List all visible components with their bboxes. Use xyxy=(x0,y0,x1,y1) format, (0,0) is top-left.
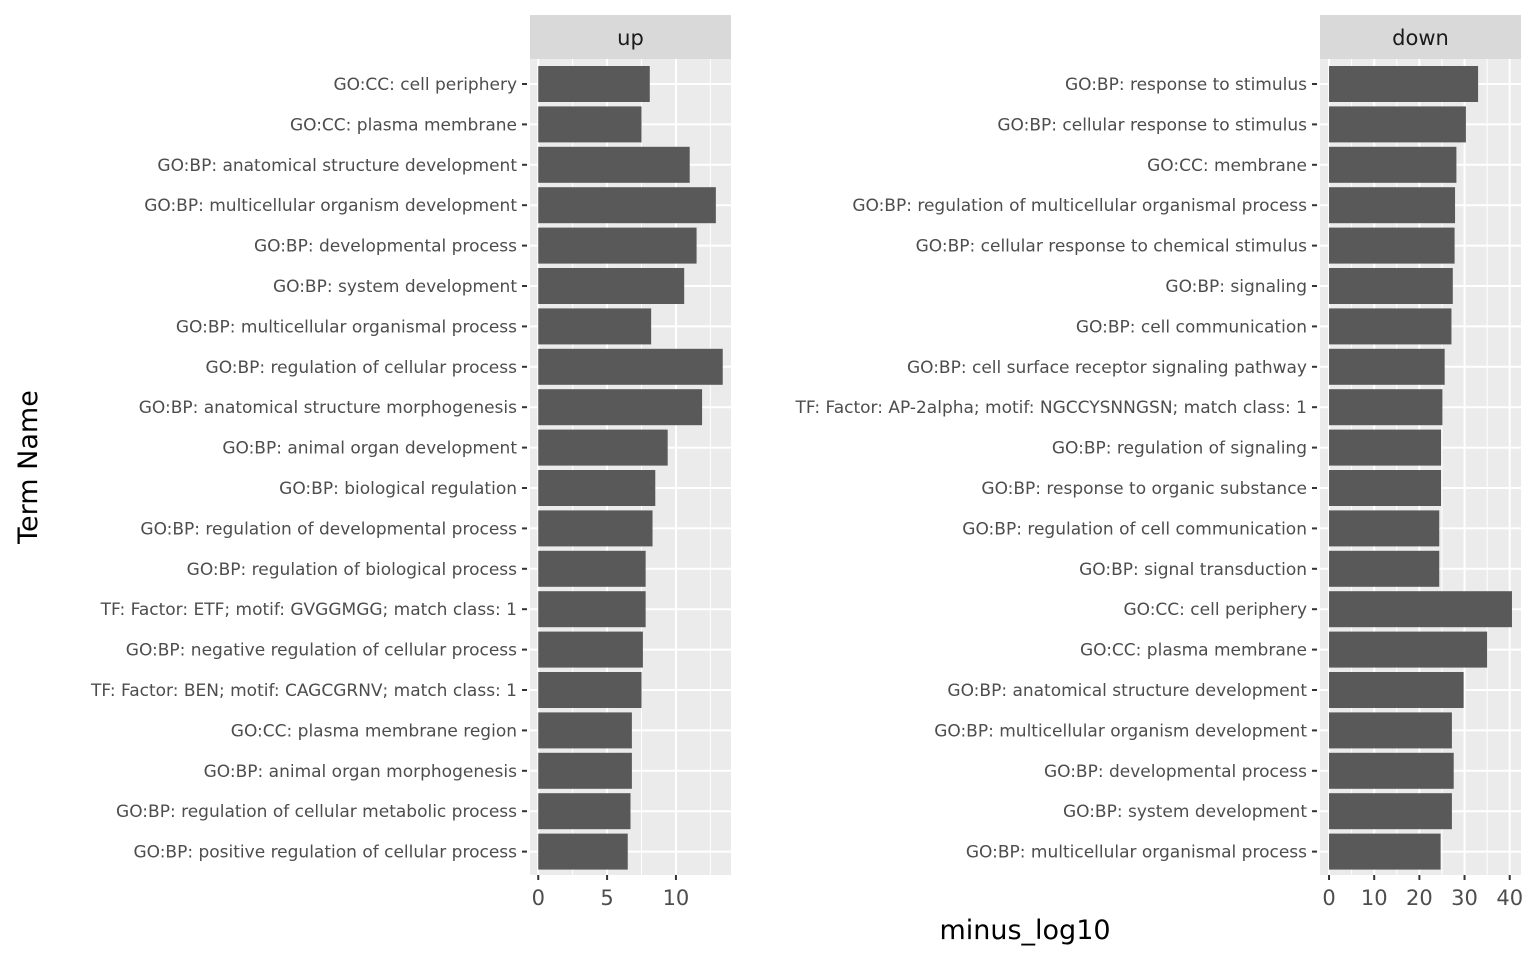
y-tick-label: GO:BP: regulation of multicellular organ… xyxy=(852,196,1307,216)
y-tick-label: GO:BP: cell communication xyxy=(1076,317,1307,337)
y-tick-label: TF: Factor: BEN; motif: CAGCGRNV; match … xyxy=(90,681,517,701)
facet-down: down GO:BP: response to stimulus GO:BP: ce… xyxy=(795,15,1523,910)
y-tick-label: GO:BP: biological regulation xyxy=(279,479,517,499)
facet-up: up GO:CC: cell periphery GO:CC: plasma mem… xyxy=(90,15,731,910)
y-tick-label: GO:BP: regulation of developmental proce… xyxy=(140,519,517,539)
bar xyxy=(1329,793,1452,830)
bar xyxy=(538,389,703,426)
y-tick-label: GO:BP: regulation of cellular metabolic … xyxy=(116,802,517,822)
bar xyxy=(1329,429,1442,466)
bar xyxy=(538,752,632,789)
y-tick-label: GO:BP: developmental process xyxy=(1044,762,1307,782)
y-tick-label: GO:BP: multicellular organismal process xyxy=(176,317,517,337)
bar xyxy=(538,268,685,304)
bar xyxy=(538,833,628,870)
bar xyxy=(1329,146,1457,183)
y-tick-label: GO:BP: animal organ morphogenesis xyxy=(204,762,518,782)
y-tick-label: GO:BP: regulation of cell communication xyxy=(962,519,1307,539)
bar xyxy=(538,550,646,587)
x-tick-label: 0 xyxy=(532,886,545,910)
bar xyxy=(538,146,690,183)
bar xyxy=(538,227,697,264)
x-tick-label: 10 xyxy=(663,886,690,910)
y-tick-label: GO:BP: response to stimulus xyxy=(1065,75,1307,95)
y-tick-label: GO:BP: animal organ development xyxy=(222,439,517,459)
bar xyxy=(1329,712,1452,749)
bar xyxy=(1329,348,1445,385)
y-tick-label: GO:BP: anatomical structure development xyxy=(947,681,1307,701)
y-tick-label: GO:BP: signal transduction xyxy=(1079,560,1307,580)
facet-strip-label: down xyxy=(1392,26,1449,50)
bar xyxy=(1329,672,1464,708)
x-tick-label: 5 xyxy=(600,886,613,910)
y-tick-label: GO:BP: multicellular organism developmen… xyxy=(934,721,1307,741)
bar xyxy=(1329,106,1466,143)
facet-strip xyxy=(530,15,731,59)
y-tick-label: GO:BP: system development xyxy=(273,277,517,297)
bar xyxy=(538,470,656,506)
y-tick-label: TF: Factor: ETF; motif: GVGGMGG; match c… xyxy=(100,600,517,620)
bar xyxy=(538,106,642,143)
bar xyxy=(1329,470,1442,506)
y-tick-label: GO:BP: anatomical structure development xyxy=(157,156,517,176)
x-tick-label: 30 xyxy=(1451,886,1478,910)
bar xyxy=(1329,227,1455,264)
bar xyxy=(538,672,642,708)
bar xyxy=(538,308,652,345)
y-tick-label: GO:BP: developmental process xyxy=(254,237,517,257)
bar xyxy=(1329,389,1443,426)
y-tick-label: GO:BP: anatomical structure morphogenesi… xyxy=(139,398,517,418)
y-tick-label: GO:CC: plasma membrane xyxy=(1080,641,1307,661)
y-tick-label: GO:BP: regulation of biological process xyxy=(187,560,517,580)
y-tick-label: GO:CC: cell periphery xyxy=(333,75,517,95)
bar xyxy=(538,66,650,102)
y-tick-label: GO:BP: cell surface receptor signaling p… xyxy=(907,358,1307,378)
facet-strip-label: up xyxy=(617,26,644,50)
bar xyxy=(1329,631,1488,668)
x-tick-label: 10 xyxy=(1361,886,1388,910)
bar xyxy=(538,591,646,628)
bar xyxy=(538,429,668,466)
x-tick-label: 20 xyxy=(1406,886,1433,910)
y-tick-label: GO:CC: membrane xyxy=(1147,156,1307,176)
bar xyxy=(1329,268,1453,304)
bar xyxy=(538,510,653,547)
bar xyxy=(1329,550,1440,587)
bar xyxy=(1329,591,1512,628)
y-tick-label: GO:BP: signaling xyxy=(1165,277,1307,297)
y-tick-label: GO:BP: regulation of cellular process xyxy=(206,358,518,378)
y-tick-label: GO:BP: positive regulation of cellular p… xyxy=(133,843,517,863)
y-tick-label: GO:CC: plasma membrane region xyxy=(231,721,517,741)
bar xyxy=(1329,752,1454,789)
bar xyxy=(538,631,643,668)
y-tick-label: GO:BP: multicellular organism developmen… xyxy=(144,196,517,216)
facet-strip xyxy=(1320,15,1521,59)
y-tick-label: GO:CC: plasma membrane xyxy=(290,115,517,135)
x-tick-label: 40 xyxy=(1496,886,1523,910)
bar xyxy=(1329,833,1441,870)
y-tick-label: GO:BP: cellular response to chemical sti… xyxy=(916,237,1308,257)
bar xyxy=(538,793,631,830)
y-tick-label: GO:BP: regulation of signaling xyxy=(1052,439,1307,459)
bar xyxy=(1329,510,1440,547)
y-tick-label: GO:CC: cell periphery xyxy=(1123,600,1307,620)
x-tick-label: 0 xyxy=(1322,886,1335,910)
y-tick-label: GO:BP: negative regulation of cellular p… xyxy=(126,641,517,661)
bar xyxy=(538,187,716,224)
bar xyxy=(538,348,723,385)
bar xyxy=(1329,308,1452,345)
y-tick-label: TF: Factor: AP-2alpha; motif: NGCCYSNNGS… xyxy=(795,398,1308,418)
bar xyxy=(1329,66,1479,102)
bar xyxy=(538,712,632,749)
y-axis-title: Term Name xyxy=(13,390,44,545)
x-axis-title: minus_log10 xyxy=(939,915,1110,946)
y-tick-label: GO:BP: cellular response to stimulus xyxy=(997,115,1307,135)
y-tick-label: GO:BP: system development xyxy=(1063,802,1307,822)
y-tick-label: GO:BP: response to organic substance xyxy=(981,479,1307,499)
bar xyxy=(1329,187,1456,224)
y-tick-label: GO:BP: multicellular organismal process xyxy=(966,843,1307,863)
